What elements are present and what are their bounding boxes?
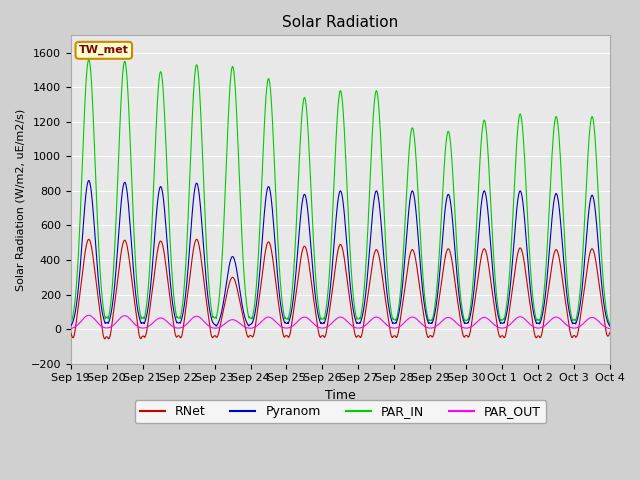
Y-axis label: Solar Radiation (W/m2, uE/m2/s): Solar Radiation (W/m2, uE/m2/s) bbox=[15, 108, 25, 291]
X-axis label: Time: Time bbox=[325, 389, 356, 402]
Title: Solar Radiation: Solar Radiation bbox=[282, 15, 399, 30]
Text: TW_met: TW_met bbox=[79, 45, 129, 56]
Legend: RNet, Pyranom, PAR_IN, PAR_OUT: RNet, Pyranom, PAR_IN, PAR_OUT bbox=[135, 400, 546, 423]
